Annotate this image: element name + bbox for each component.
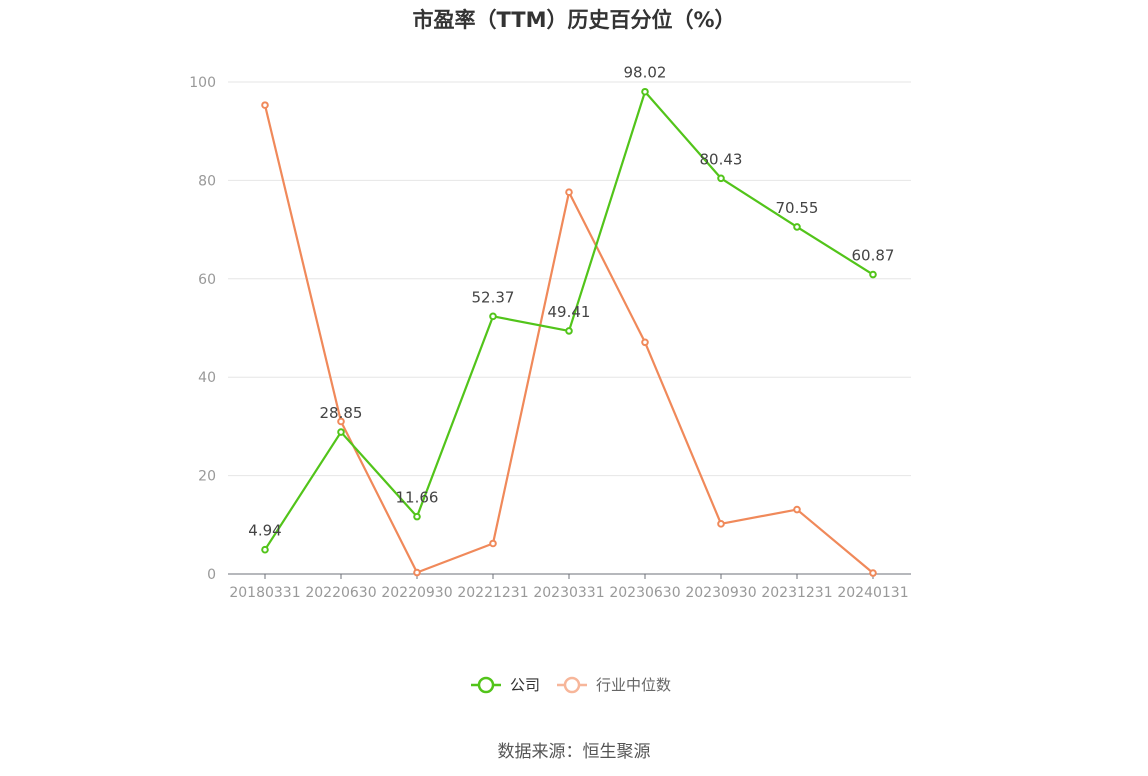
chart-title: 市盈率（TTM）历史百分位（%） [412, 8, 736, 32]
data-label: 80.43 [700, 150, 743, 168]
x-tick-label: 20180331 [229, 585, 300, 601]
y-tick-label: 100 [189, 75, 216, 91]
data-point [793, 223, 801, 231]
data-point [869, 270, 877, 279]
data-point [565, 188, 573, 197]
legend-item-0[interactable]: 公司 [471, 676, 540, 694]
data-label: 49.41 [548, 303, 591, 321]
x-tick-label: 20230930 [685, 585, 756, 601]
data-point [261, 101, 269, 109]
y-tick-label: 20 [198, 469, 216, 485]
x-tick-label: 20220930 [381, 585, 452, 601]
data-point [413, 568, 421, 577]
data-point [641, 338, 649, 347]
grid-lines [228, 81, 911, 477]
x-tick-label: 20220630 [305, 585, 376, 601]
data-point [489, 312, 497, 321]
data-point [641, 87, 649, 96]
data-label: 28.85 [320, 404, 363, 422]
data-point [717, 520, 725, 528]
data-label: 52.37 [472, 288, 515, 306]
legend-marker [477, 676, 495, 694]
data-label: 11.66 [396, 489, 439, 507]
data-point [793, 505, 801, 514]
data-point [261, 545, 269, 554]
x-tick-label: 20230630 [609, 585, 680, 601]
data-point [565, 327, 573, 335]
y-tick-label: 80 [198, 173, 216, 189]
data-point [337, 428, 345, 436]
axes: 0 20 40 60 80 100 20180331 20220630 20220930 2022… [189, 75, 911, 601]
legend-label: 行业中位数 [596, 676, 671, 694]
data-label: 60.87 [852, 247, 895, 265]
legend-marker [563, 676, 581, 694]
x-tick-label: 20230331 [533, 585, 604, 601]
data-source-note: 数据来源：恒生聚源 [497, 742, 651, 762]
data-label: 70.55 [776, 199, 819, 217]
data-point [869, 569, 877, 577]
x-tick-label: 20240131 [837, 585, 908, 601]
data-point [337, 417, 345, 426]
x-tick-label: 20221231 [457, 585, 528, 601]
series-lines [261, 87, 877, 577]
data-label: 4.94 [248, 522, 281, 540]
series-line-1 [263, 104, 874, 574]
data-labels: 4.94 28.85 11.66 52.37 49.41 98.02 80.43 70.55 6… [248, 64, 894, 540]
y-tick-label: 40 [198, 370, 216, 386]
legend-label: 公司 [510, 676, 540, 694]
y-tick-label: 0 [207, 567, 216, 583]
y-tick-label: 60 [198, 272, 216, 288]
data-point [489, 539, 497, 548]
data-point [717, 174, 725, 183]
x-tick-label: 20231231 [761, 585, 832, 601]
data-label: 98.02 [624, 64, 667, 82]
legend: 公司 行业中位数 [471, 676, 671, 694]
legend-item-1[interactable]: 行业中位数 [557, 676, 671, 694]
data-point [413, 512, 421, 521]
